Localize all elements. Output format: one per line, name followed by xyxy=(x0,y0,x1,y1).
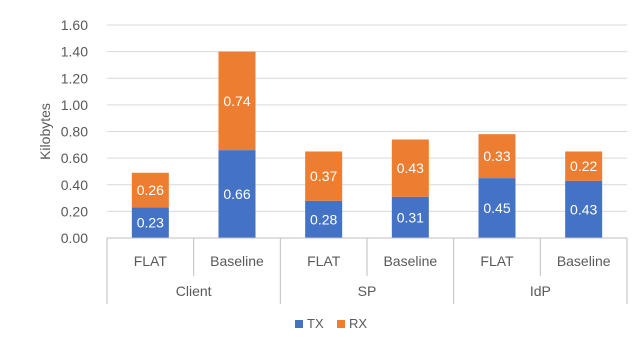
y-tick-label: 0.60 xyxy=(61,150,88,166)
bar-tx xyxy=(305,200,343,238)
data-label: 0.23 xyxy=(137,215,164,231)
y-axis-title: Kilobytes xyxy=(37,103,53,160)
data-label: 0.66 xyxy=(223,186,250,202)
bar-tx xyxy=(391,196,429,238)
legend-swatch-tx xyxy=(295,320,303,328)
data-labels: 0.23 0.26 0.66 0.74 0.28 0.37 0.31 0.43 0.45 0.33… xyxy=(137,93,598,231)
x-group-label: Client xyxy=(176,283,212,299)
bar-rx xyxy=(305,151,343,201)
bar-rx xyxy=(565,151,603,181)
bar-tx xyxy=(218,150,256,238)
y-tick-label: 1.00 xyxy=(61,97,88,113)
x-category-label: FLAT xyxy=(480,253,514,269)
bar-tx xyxy=(565,180,603,238)
y-tick-label: 0.40 xyxy=(61,177,88,193)
data-label: 0.22 xyxy=(570,158,597,174)
x-group-label: SP xyxy=(358,283,377,299)
bar-rx xyxy=(478,134,516,179)
bar-rx xyxy=(391,139,429,197)
legend: TX RX xyxy=(295,316,367,331)
bar-rx xyxy=(218,51,256,151)
x-category-label: Baseline xyxy=(383,253,437,269)
gridlines xyxy=(107,24,627,212)
x-axis: FLAT Baseline FLAT Baseline FLAT Baseline Clie… xyxy=(106,237,628,304)
data-label: 0.37 xyxy=(310,168,337,184)
y-tick-label: 1.20 xyxy=(61,70,88,86)
y-tick-label: 0.00 xyxy=(61,230,88,246)
data-label: 0.33 xyxy=(483,148,510,164)
y-axis-ticks: 0.00 0.20 0.40 0.60 0.80 1.00 1.20 1.40 1.60 xyxy=(61,17,88,246)
legend-label-rx: RX xyxy=(349,316,367,331)
x-category-label: Baseline xyxy=(210,253,264,269)
x-category-label: Baseline xyxy=(557,253,611,269)
legend-label-tx: TX xyxy=(307,316,324,331)
bar-tx xyxy=(131,207,169,238)
y-tick-label: 1.40 xyxy=(61,44,88,60)
y-tick-label: 1.60 xyxy=(61,17,88,33)
bar-rx xyxy=(131,172,169,208)
data-label: 0.43 xyxy=(397,160,424,176)
data-label: 0.74 xyxy=(223,93,250,109)
y-tick-label: 0.80 xyxy=(61,124,88,140)
data-label: 0.31 xyxy=(397,209,424,225)
x-group-label: IdP xyxy=(530,283,551,299)
data-label: 0.45 xyxy=(483,200,510,216)
data-label: 0.28 xyxy=(310,211,337,227)
data-label: 0.43 xyxy=(570,201,597,217)
bars xyxy=(131,51,603,238)
legend-swatch-rx xyxy=(337,320,345,328)
x-category-label: FLAT xyxy=(307,253,341,269)
data-label: 0.26 xyxy=(137,182,164,198)
y-tick-label: 0.20 xyxy=(61,203,88,219)
bar-tx xyxy=(478,178,516,238)
x-category-label: FLAT xyxy=(134,253,168,269)
